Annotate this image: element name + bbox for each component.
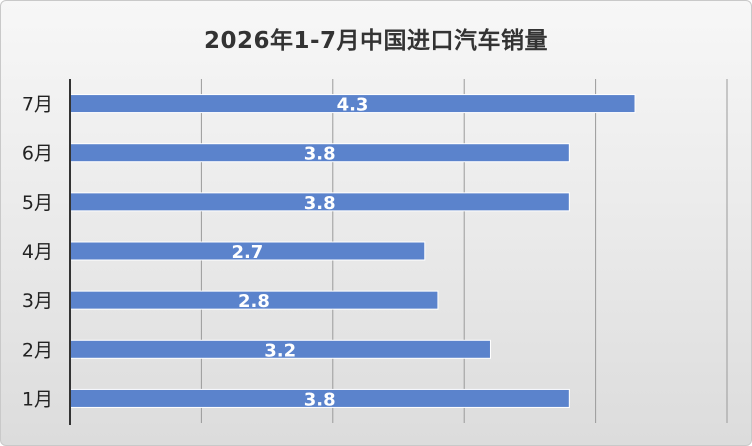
tick-label: 4月 <box>22 241 53 263</box>
data-label: 3.8 <box>304 144 336 165</box>
data-label: 3.8 <box>304 193 336 214</box>
chart-title: 2026年1-7月中国进口汽车销量 <box>203 28 549 54</box>
tick-label: 1月 <box>22 388 53 410</box>
tick-label: 5月 <box>22 192 53 214</box>
data-label: 3.2 <box>264 340 296 361</box>
data-label: 3.8 <box>304 389 336 410</box>
tick-label: 7月 <box>22 94 53 116</box>
data-label: 4.3 <box>337 95 369 116</box>
tick-label: 2月 <box>22 339 53 361</box>
tick-label: 3月 <box>22 290 53 312</box>
tick-label: 6月 <box>22 143 53 165</box>
data-label: 2.8 <box>238 291 270 312</box>
data-label: 2.7 <box>231 242 263 263</box>
